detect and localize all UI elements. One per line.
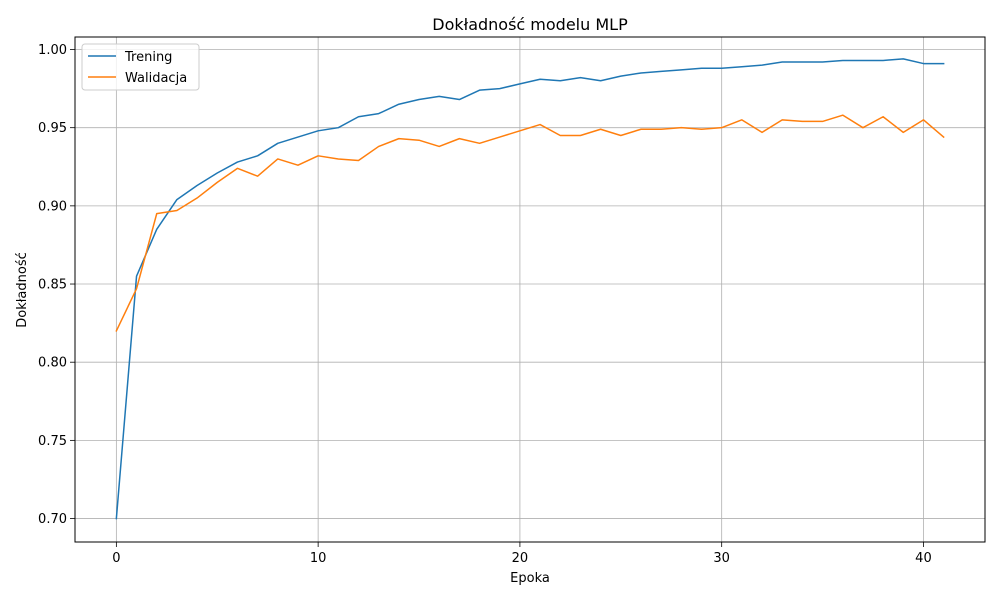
x-tick-label: 30: [713, 551, 730, 566]
x-tick-label: 0: [112, 551, 120, 566]
x-tick-label: 20: [512, 551, 529, 566]
x-tick-label: 40: [915, 551, 932, 566]
y-tick-label: 0.95: [38, 121, 67, 136]
y-axis: 0.70 0.75 0.80 0.85 0.90 0.95 1.00: [38, 43, 75, 527]
y-tick-label: 1.00: [38, 43, 67, 58]
series-group: [115, 58, 945, 520]
series-line-walidacja: [115, 114, 945, 332]
legend-label: Walidacja: [125, 71, 187, 86]
legend-label: Trening: [124, 50, 172, 65]
y-tick-label: 0.90: [38, 199, 67, 214]
plot-frame: [74, 36, 986, 543]
y-tick-label: 0.70: [38, 512, 67, 527]
x-axis-label: Epoka: [510, 571, 550, 586]
series-line-trening: [115, 58, 945, 520]
y-tick-label: 0.75: [38, 434, 67, 449]
y-axis-label: Dokładność: [15, 252, 30, 328]
chart-title: Dokładność modelu MLP: [432, 15, 628, 34]
y-tick-label: 0.85: [38, 278, 67, 293]
x-axis: 0 10 20 30 40: [112, 542, 932, 566]
legend: Trening Walidacja: [81, 43, 200, 91]
x-tick-label: 10: [310, 551, 327, 566]
y-tick-label: 0.80: [38, 356, 67, 371]
